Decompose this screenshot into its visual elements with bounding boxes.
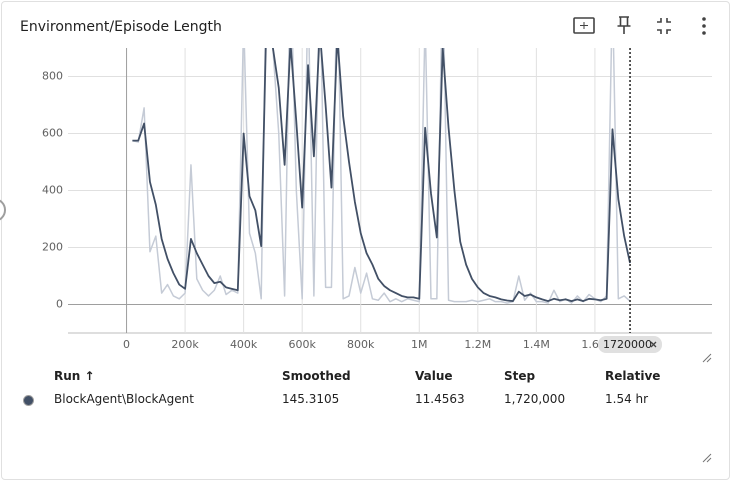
col-header: Step xyxy=(504,369,536,383)
x-tick-label: 1.2M xyxy=(464,338,491,351)
y-tick-label: 200 xyxy=(42,241,63,254)
y-tick-label: 0 xyxy=(56,298,63,311)
cell: 145.3105 xyxy=(282,392,340,406)
plot-lines xyxy=(132,48,631,304)
col-header: Value xyxy=(415,369,453,383)
y-tick-label: 600 xyxy=(42,127,63,140)
menu-button[interactable] xyxy=(702,17,706,35)
cell: 1,720,000 xyxy=(504,392,566,406)
pin-button[interactable] xyxy=(617,16,631,34)
y-tick-label: 400 xyxy=(42,184,63,197)
x-tick-label: 800k xyxy=(347,338,375,351)
hover-step: 1720000 xyxy=(603,338,652,351)
x-tick-label: 200k xyxy=(171,338,199,351)
x-tick-label: 400k xyxy=(230,338,258,351)
collapse-button[interactable] xyxy=(657,18,671,34)
cell: 1.54 hr xyxy=(605,392,649,406)
resize-handle[interactable] xyxy=(702,353,712,463)
series-line xyxy=(132,48,631,304)
cell: BlockAgent\BlockAgent xyxy=(54,392,194,406)
col-header: Relative xyxy=(605,369,661,383)
hover-chip-bg xyxy=(598,336,662,353)
chart-title: Environment/Episode Length xyxy=(20,19,222,35)
y-tick-label: 800 xyxy=(42,70,63,83)
cell: 11.4563 xyxy=(415,392,465,406)
series-line xyxy=(132,48,631,302)
x-tick-label: 0 xyxy=(123,338,130,351)
hover-close[interactable] xyxy=(650,341,657,348)
x-tick-label: 1.4M xyxy=(523,338,550,351)
col-header: Smoothed xyxy=(282,369,351,383)
run-color xyxy=(23,395,34,406)
side-toggle[interactable] xyxy=(0,199,6,221)
hover-chip: 1720000 xyxy=(598,336,662,353)
x-tick-label: 1M xyxy=(411,338,428,351)
toolbar xyxy=(573,16,706,35)
col-header[interactable]: Run ↑ xyxy=(54,369,95,383)
fit-button[interactable] xyxy=(573,17,595,34)
x-tick-label: 600k xyxy=(288,338,316,351)
